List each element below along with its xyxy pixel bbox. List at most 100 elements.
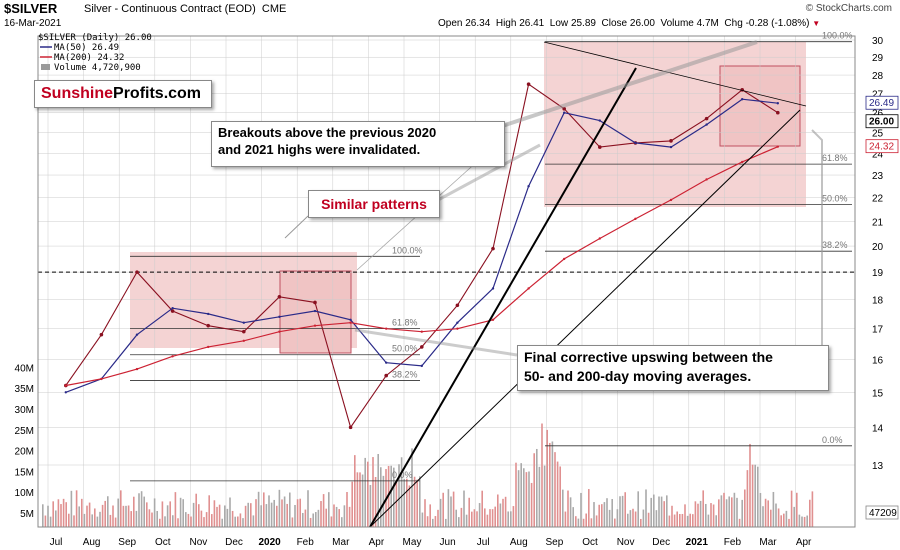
volume-bar [676,511,678,527]
volume-bar [803,516,806,527]
y-tick-label: 29 [872,53,884,64]
volume-bar [710,503,712,527]
volume-tick-label: 25M [15,426,34,437]
volume-bar [75,490,78,527]
y-tick-label: 25 [872,129,884,140]
volume-bar [749,443,751,527]
ma50-point [491,287,495,290]
volume-bar [398,464,400,527]
volume-bar [481,490,483,527]
open-value: 26.34 [465,18,491,29]
volume-bar [637,491,639,527]
volume-bar [57,499,60,527]
volume-bar [307,490,309,527]
volume-bar [281,499,283,527]
volume-bar [400,457,403,527]
volume-bar [185,512,187,527]
volume-bar [377,454,379,527]
volume-bar [718,499,720,527]
volume-bar [476,511,478,527]
volume-bar [122,505,125,527]
legend-ma50: MA(50) 26.49 [54,43,119,53]
volume-bar [580,492,582,527]
volume-bar [777,508,780,527]
ma50-tag-text: 26.49 [869,98,894,109]
volume-bar [179,497,182,527]
x-tick-label: Jun [440,537,456,548]
ma200-point [135,367,139,371]
price-point [598,145,602,149]
volume-bar [138,493,140,527]
volume-bar [533,453,535,527]
close-tag-box [865,114,899,129]
volume-bar [237,516,239,527]
volume-bar [408,485,411,527]
sunshine-profits-logo: SunshineProfits.com [34,80,212,108]
volume-bar [86,505,88,527]
ticker-symbol: $SILVER [4,1,58,16]
volume-bar [757,466,759,527]
x-tick-label: Aug [83,537,101,548]
final-line-2: 50- and 200-day moving averages. [524,368,752,384]
descending-line [543,41,807,107]
volume-bar [655,510,658,527]
volume-bar [369,485,372,527]
close-value: 26.00 [629,18,655,29]
chg-label: Chg [724,18,743,29]
fib-label-2020: 38.2% [392,370,418,380]
breakouts-callout: Breakouts above the previous 2020 and 20… [211,121,505,167]
volume-bar [268,495,270,527]
logo-part-profits: Profits.com [113,85,202,102]
volume-bar [242,518,244,527]
ma50-point [776,102,779,105]
volume-bar [140,491,143,527]
price-point [170,309,175,313]
volume-bar [788,518,790,527]
volume-bar [572,507,574,527]
x-tick-label: Aug [510,537,528,548]
volume-bar [182,499,184,527]
ma200-point [349,321,352,324]
x-tick-label: Feb [297,537,315,548]
volume-bar [315,512,317,527]
ma50-point [634,141,637,145]
quote-bar: Open 26.34 High 26.41 Low 25.89 Close 26… [438,18,820,29]
y-tick-label: 18 [872,296,884,307]
volume-bar [299,498,301,527]
volume-bar [595,515,598,527]
fib-label-2021: 50.0% [822,194,848,204]
volume-bar [785,510,788,527]
y-tick-label: 30 [872,36,884,47]
volume-bar [437,509,439,527]
ma200-point [420,330,423,333]
volume-bar [411,448,413,527]
volume-bar [530,482,533,527]
volume-bar [195,493,197,527]
chart-date: 16-Mar-2021 [4,18,62,29]
volume-bar [543,465,546,527]
price-point [704,116,709,121]
price-point [420,345,424,349]
volume-tick-label: 10M [15,488,34,499]
ma200-point [705,178,708,181]
exchange-label: CME [261,3,287,15]
volume-bar [523,468,525,527]
volume-bar [624,492,626,527]
volume-bar [47,505,49,527]
volume-bar [525,472,528,527]
volume-bar [684,504,686,527]
volume-bar [174,492,177,527]
ma50-point [420,364,423,368]
legend-ma200: MA(200) 24.32 [54,53,124,63]
volume-bar [663,501,665,527]
volume-bar [393,467,395,527]
volume-bar [49,516,52,527]
volume-bar [426,516,429,527]
volume-bar [416,479,418,527]
volume-bar [520,463,522,527]
volume-bar [442,492,444,527]
volume-bar [484,508,486,527]
volume-bar [585,513,587,527]
volume-bar [489,509,491,527]
